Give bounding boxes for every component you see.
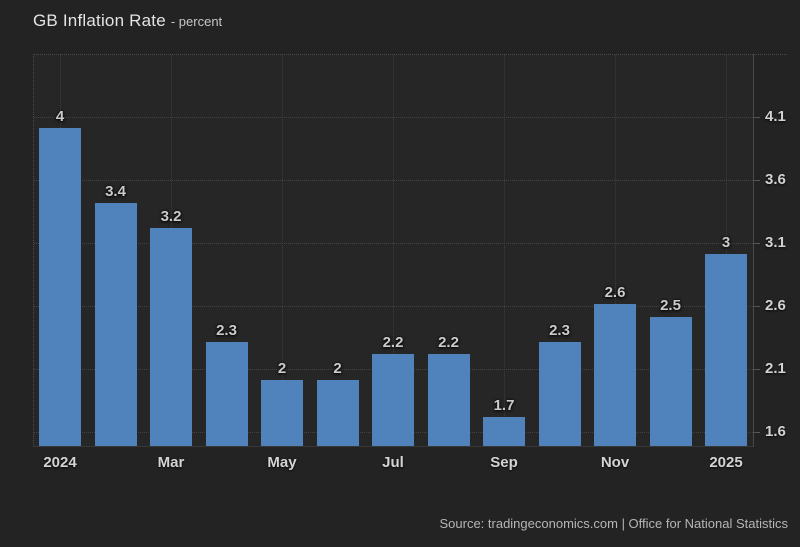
y-axis-tick (754, 305, 760, 307)
y-axis-label: 1.6 (765, 422, 786, 440)
bar-apr-2024[interactable] (205, 341, 248, 446)
bar-aug-2024[interactable] (427, 354, 470, 446)
source-attribution: Source: tradingeconomics.com | Office fo… (439, 516, 788, 531)
bar-oct-2024[interactable] (538, 341, 581, 446)
bar-mar-2024[interactable] (150, 228, 192, 446)
x-axis-label: Jul (382, 454, 404, 471)
bar-value-label: 2.2 (382, 334, 404, 352)
y-axis-tick (754, 179, 760, 181)
y-axis-label: 3.6 (765, 170, 786, 188)
bar-value-label: 4 (55, 107, 65, 125)
bar-value-label: 2.3 (549, 321, 570, 339)
y-axis-line (753, 54, 754, 447)
bar-dec-2024[interactable] (649, 316, 692, 446)
y-axis-label: 2.1 (765, 359, 786, 377)
chart-subtitle: - percent (170, 14, 223, 29)
bar-may-2024[interactable] (261, 379, 303, 446)
x-axis-label: 2025 (709, 454, 743, 471)
chart-header: GB Inflation Rate - percent (33, 11, 222, 31)
bar-jul-2024[interactable] (372, 354, 414, 446)
bar-value-label: 2.3 (216, 321, 237, 339)
bar-value-label: 3 (721, 233, 731, 251)
bar-value-label: 3.2 (160, 208, 182, 226)
x-axis-label: May (267, 454, 297, 471)
plot-border-extension (753, 54, 787, 55)
bar-value-label: 2 (333, 359, 342, 377)
bar-value-label: 2.5 (660, 296, 681, 314)
gridline-vertical (615, 55, 616, 446)
plot-area[interactable]: 4.1 3.6 3.1 2.6 2.1 1.6 2024 Mar May Jul Sep Nov 202… (33, 54, 786, 471)
bar-value-label: 2 (277, 359, 287, 377)
bar-jan-2024[interactable] (39, 127, 81, 446)
x-axis-label: Sep (490, 454, 518, 471)
bar-jan-2025[interactable] (705, 253, 747, 446)
x-axis-label: Nov (600, 454, 630, 471)
y-axis-tick (754, 242, 760, 244)
bar-feb-2024[interactable] (94, 203, 137, 446)
y-axis-label: 2.6 (765, 296, 786, 314)
gridline-vertical (726, 55, 727, 446)
bar-value-label: 2.6 (604, 283, 626, 301)
gridline-vertical (504, 55, 505, 446)
gridline-vertical (393, 55, 394, 446)
bar-value-label: 1.7 (493, 397, 515, 415)
x-axis-label: Mar (157, 454, 185, 471)
bar-nov-2024[interactable] (594, 304, 636, 446)
y-axis-tick (754, 431, 760, 433)
bar-sep-2024[interactable] (483, 417, 525, 446)
bar-value-label: 3.4 (105, 183, 126, 201)
chart-title: GB Inflation Rate (33, 11, 166, 30)
bar-value-label: 2.2 (438, 334, 459, 352)
y-axis-tick (754, 116, 760, 118)
x-axis-label: 2024 (43, 454, 77, 471)
bar-jun-2024[interactable] (316, 379, 359, 446)
y-axis-label: 4.1 (765, 107, 786, 125)
gridline-vertical (282, 55, 283, 446)
y-axis-label: 3.1 (765, 233, 786, 251)
y-axis-tick (754, 368, 760, 370)
